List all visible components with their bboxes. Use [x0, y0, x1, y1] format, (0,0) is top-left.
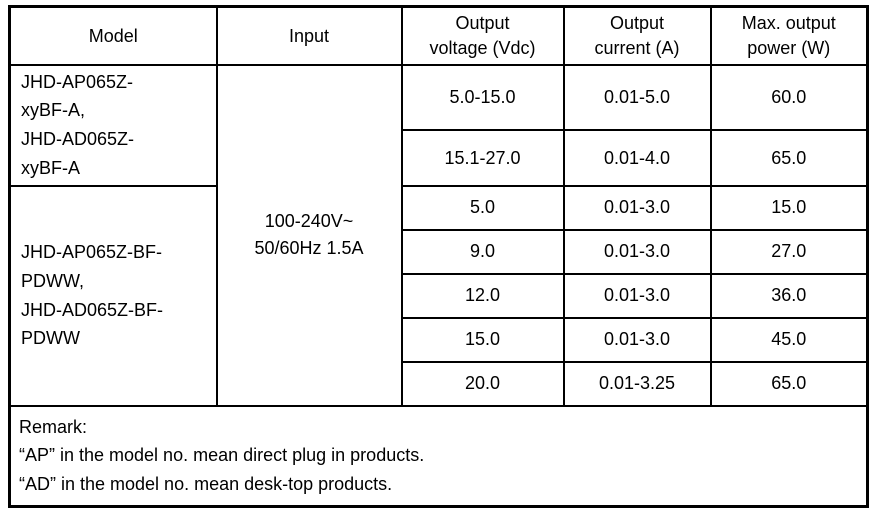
spec-table: Model Input Output voltage (Vdc) Output …	[8, 5, 869, 509]
input-cell: 100-240V~ 50/60Hz 1.5A	[215, 63, 403, 407]
remark-line-ap: “AP” in the model no. mean direct plug i…	[19, 445, 425, 466]
output-voltage-cell: 15.1-27.0	[400, 129, 565, 187]
model-group-1-cell: JHD-AP065Z- xyBF-A, JHD-AD065Z- xyBF-A	[8, 63, 218, 187]
output-current-cell: 0.01-3.0	[562, 316, 712, 363]
output-voltage-cell: 9.0	[400, 228, 565, 275]
max-power-cell: 65.0	[709, 360, 869, 407]
max-power-cell: 45.0	[709, 316, 869, 363]
col-header-input: Input	[215, 5, 403, 66]
col-header-model: Model	[8, 5, 218, 66]
max-power-cell: 65.0	[709, 129, 869, 187]
table-row: 15.1-27.0 0.01-4.0 65.0	[10, 129, 869, 187]
output-current-cell: 0.01-3.0	[562, 228, 712, 275]
col-header-output-voltage: Output voltage (Vdc)	[400, 5, 565, 66]
table-row: 15.0 0.01-3.0 45.0	[10, 316, 869, 363]
table-row: 12.0 0.01-3.0 36.0	[10, 272, 869, 319]
table-row: 20.0 0.01-3.25 65.0	[10, 360, 869, 407]
max-power-cell: 27.0	[709, 228, 869, 275]
output-voltage-cell: 5.0	[400, 184, 565, 231]
output-voltage-cell: 12.0	[400, 272, 565, 319]
col-header-max-output-power: Max. output power (W)	[709, 5, 869, 66]
col-header-output-current: Output current (A)	[562, 5, 712, 66]
output-current-cell: 0.01-5.0	[562, 63, 712, 132]
model-group-2-cell: JHD-AP065Z-BF- PDWW, JHD-AD065Z-BF- PDWW	[8, 184, 218, 407]
remark-line-ad: “AD” in the model no. mean desk-top prod…	[19, 474, 393, 495]
output-voltage-cell: 15.0	[400, 316, 565, 363]
output-current-cell: 0.01-3.0	[562, 272, 712, 319]
table-row: JHD-AP065Z- xyBF-A, JHD-AD065Z- xyBF-A 1…	[8, 63, 869, 407]
remark-label: Remark:	[19, 416, 88, 437]
output-current-cell: 0.01-3.25	[562, 360, 712, 407]
table-row: 9.0 0.01-3.0 27.0	[10, 228, 869, 275]
max-power-cell: 15.0	[709, 184, 869, 231]
output-voltage-cell: 5.0-15.0	[400, 63, 565, 132]
max-power-cell: 60.0	[709, 63, 869, 132]
max-power-cell: 36.0	[709, 272, 869, 319]
remark-row: Remark: “AP” in the model no. mean direc…	[8, 404, 869, 508]
remark-cell: Remark: “AP” in the model no. mean direc…	[8, 404, 869, 508]
output-current-cell: 0.01-4.0	[562, 129, 712, 187]
table-row: JHD-AP065Z-BF- PDWW, JHD-AD065Z-BF- PDWW…	[8, 184, 869, 407]
output-voltage-cell: 20.0	[400, 360, 565, 407]
header-row: Model Input Output voltage (Vdc) Output …	[8, 5, 869, 66]
output-current-cell: 0.01-3.0	[562, 184, 712, 231]
